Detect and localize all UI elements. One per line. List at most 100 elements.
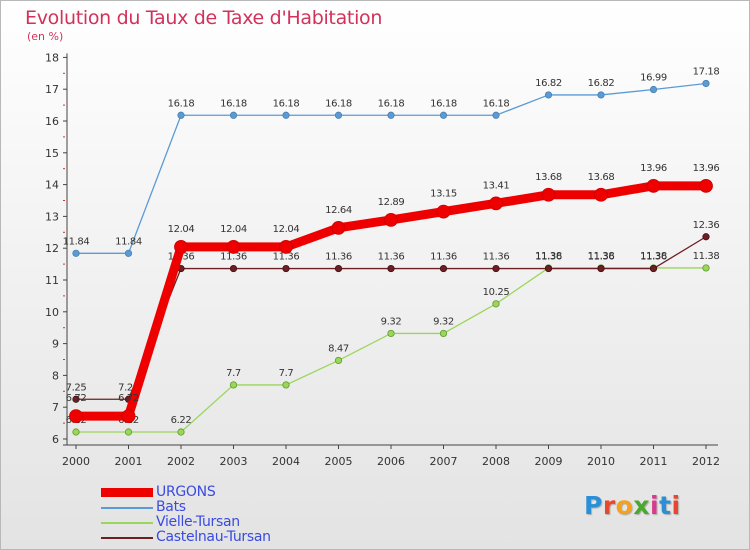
y-tick-label: 7 (52, 401, 59, 414)
data-label-urgons: 6.72 (66, 393, 87, 404)
data-point-castelnau-tursan (334, 264, 343, 273)
data-label-bats: 16.18 (483, 98, 510, 109)
data-point-castelnau-tursan (492, 264, 500, 273)
data-point-bats (229, 111, 238, 119)
data-label-castelnau-tursan: 11.36 (378, 252, 405, 263)
data-point-urgons (489, 196, 503, 211)
data-point-urgons (174, 240, 188, 254)
data-label-castelnau-tursan: 11.36 (220, 252, 247, 263)
data-point-bats (702, 79, 710, 88)
data-point-urgons (121, 409, 136, 424)
data-point-vielle-tursan (702, 264, 710, 272)
y-tick-label: 17 (45, 83, 59, 96)
data-label-bats: 11.84 (115, 236, 142, 247)
data-point-urgons (541, 187, 556, 202)
data-label-urgons: 13.68 (535, 172, 562, 183)
logo-letter: i (650, 491, 660, 520)
y-tick-label: 15 (45, 147, 59, 160)
data-label-urgons: 12.04 (168, 224, 195, 235)
data-point-vielle-tursan (439, 329, 448, 338)
logo-letter: r (602, 491, 616, 520)
x-tick-label: 2002 (167, 455, 195, 468)
data-point-vielle-tursan (124, 428, 133, 436)
y-tick-label: 18 (45, 51, 59, 64)
y-tick-label: 14 (45, 179, 59, 192)
data-label-bats: 16.18 (378, 98, 405, 109)
data-label-castelnau-tursan: 11.36 (535, 252, 562, 263)
data-point-urgons (331, 220, 346, 235)
logo-letter: P (584, 491, 603, 520)
data-label-bats: 16.18 (273, 98, 300, 109)
data-point-bats (177, 111, 185, 119)
y-tick-label: 16 (45, 115, 59, 128)
data-label-castelnau-tursan: 11.36 (483, 252, 510, 263)
data-point-bats (124, 249, 133, 257)
legend-label-castelnau-tursan: Castelnau-Tursan (156, 529, 271, 545)
data-label-urgons: 12.64 (325, 205, 352, 216)
logo-letter: i (671, 491, 681, 520)
data-label-vielle-tursan: 11.38 (640, 251, 667, 262)
data-label-vielle-tursan: 9.32 (381, 316, 402, 327)
data-label-vielle-tursan: 9.32 (433, 316, 454, 327)
data-point-castelnau-tursan (544, 264, 553, 273)
data-point-urgons (226, 240, 241, 254)
data-label-bats: 16.18 (168, 98, 195, 109)
y-tick-label: 11 (45, 274, 59, 287)
data-point-bats (649, 85, 658, 94)
data-point-castelnau-tursan (387, 264, 395, 273)
x-tick-label: 2000 (62, 455, 90, 468)
chart-title: Evolution du Taux de Taxe d'Habitation (25, 7, 383, 29)
data-label-bats: 16.82 (535, 78, 562, 89)
x-tick-label: 2007 (430, 455, 458, 468)
y-tick-label: 6 (52, 433, 59, 446)
x-tick-label: 2008 (482, 455, 510, 468)
y-tick-label: 12 (45, 242, 59, 255)
data-label-urgons: 13.96 (640, 163, 667, 174)
data-label-vielle-tursan: 7.7 (279, 368, 294, 379)
data-point-urgons (384, 212, 398, 227)
data-point-castelnau-tursan (649, 264, 658, 273)
data-label-vielle-tursan: 11.38 (535, 251, 562, 262)
legend-swatch-urgons (101, 488, 153, 497)
data-point-vielle-tursan (387, 329, 395, 338)
y-tick-label: 10 (45, 306, 59, 319)
data-label-bats: 16.18 (325, 98, 352, 109)
data-point-bats (334, 111, 343, 119)
data-label-vielle-tursan: 8.47 (328, 343, 349, 354)
data-point-vielle-tursan (72, 428, 80, 436)
y-tick-label: 8 (52, 369, 59, 382)
data-label-bats: 11.84 (63, 236, 90, 247)
data-point-bats (544, 91, 553, 99)
data-point-castelnau-tursan (72, 395, 80, 403)
data-label-castelnau-tursan: 7.25 (66, 382, 87, 393)
data-label-castelnau-tursan: 12.36 (693, 220, 720, 231)
y-tick-label: 9 (52, 338, 59, 351)
data-point-urgons (699, 178, 713, 193)
data-point-urgons (279, 240, 293, 254)
data-label-bats: 16.18 (430, 98, 457, 109)
data-label-castelnau-tursan: 11.36 (325, 252, 352, 263)
x-tick-label: 2012 (692, 455, 720, 468)
x-tick-label: 2005 (325, 455, 353, 468)
logo-letter: o (615, 491, 634, 520)
data-point-bats (282, 111, 290, 119)
data-label-castelnau-tursan: 11.36 (588, 252, 615, 263)
y-tick-label: 13 (45, 210, 59, 223)
data-point-vielle-tursan (229, 381, 238, 389)
x-tick-label: 2001 (115, 455, 143, 468)
data-point-urgons (594, 187, 608, 202)
data-point-castelnau-tursan (702, 233, 710, 241)
data-point-bats (72, 249, 80, 257)
data-label-castelnau-tursan: 7.25 (118, 382, 139, 393)
chart-unit-label: (en %) (27, 30, 64, 43)
data-point-bats (387, 111, 395, 119)
data-label-vielle-tursan: 10.25 (483, 287, 510, 298)
data-label-castelnau-tursan: 11.36 (430, 252, 457, 263)
data-label-urgons: 12.04 (220, 224, 247, 235)
data-point-castelnau-tursan (439, 264, 448, 273)
legend-swatch-bats (101, 506, 153, 509)
legend-label-bats: Bats (156, 499, 186, 515)
data-point-urgons (646, 178, 661, 193)
